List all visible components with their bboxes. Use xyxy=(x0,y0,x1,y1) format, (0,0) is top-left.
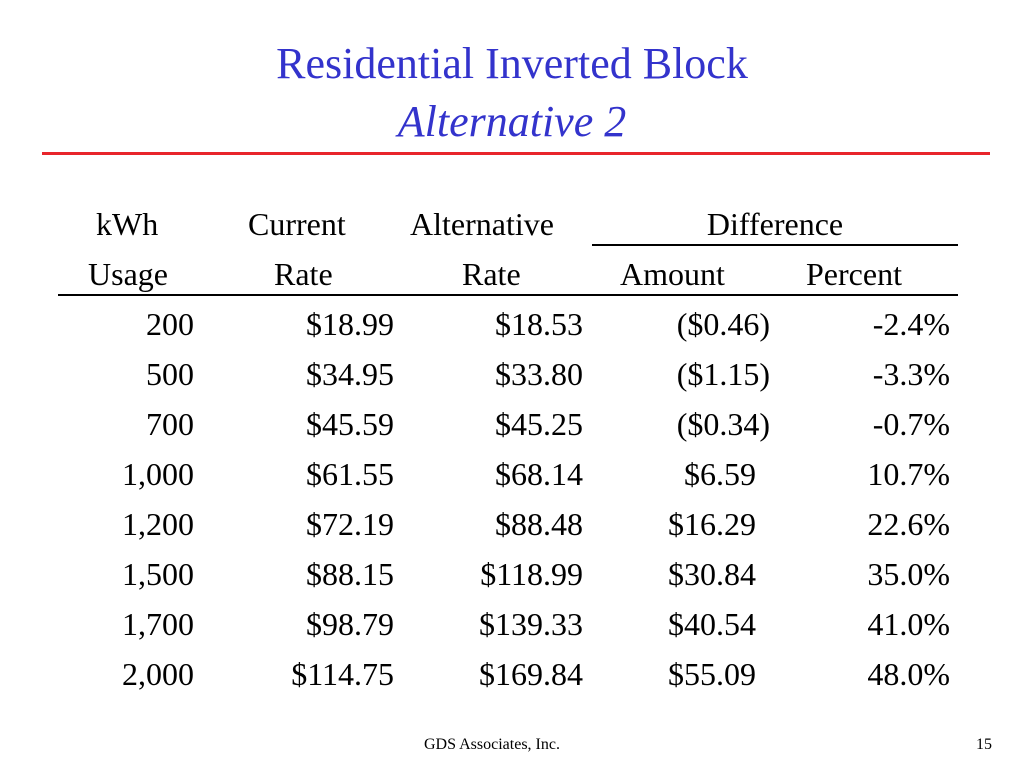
cell-kwh: 2,000 xyxy=(122,656,194,692)
cell-kwh: 200 xyxy=(146,306,194,342)
cell-amount: ($0.34) xyxy=(676,406,770,442)
cell-current-rate: $18.99 xyxy=(306,306,394,342)
cell-percent: 35.0% xyxy=(867,556,950,592)
header-percent: Percent xyxy=(806,256,902,292)
header-current-rate: Rate xyxy=(274,256,333,292)
cell-kwh: 1,700 xyxy=(122,606,194,642)
cell-current-rate: $98.79 xyxy=(306,606,394,642)
cell-amount: $30.84 xyxy=(668,556,756,592)
slide-subtitle: Alternative 2 xyxy=(397,97,627,146)
page-number: 15 xyxy=(976,736,992,753)
footer-company: GDS Associates, Inc. xyxy=(424,736,560,753)
header-alternative: Alternative xyxy=(410,206,554,242)
cell-current-rate: $88.15 xyxy=(306,556,394,592)
cell-alternative-rate: $68.14 xyxy=(495,456,583,492)
cell-kwh: 1,500 xyxy=(122,556,194,592)
cell-current-rate: $114.75 xyxy=(291,656,394,692)
cell-percent: 48.0% xyxy=(867,656,950,692)
cell-alternative-rate: $45.25 xyxy=(495,406,583,442)
cell-amount: $40.54 xyxy=(668,606,756,642)
header-amount: Amount xyxy=(620,256,725,292)
cell-alternative-rate: $139.33 xyxy=(479,606,583,642)
cell-current-rate: $61.55 xyxy=(306,456,394,492)
difference-underline xyxy=(592,244,958,246)
cell-amount: ($1.15) xyxy=(676,356,770,392)
cell-percent: 10.7% xyxy=(867,456,950,492)
cell-percent: -2.4% xyxy=(872,306,950,342)
cell-percent: -3.3% xyxy=(872,356,950,392)
header-usage: Usage xyxy=(88,256,168,292)
cell-alternative-rate: $88.48 xyxy=(495,506,583,542)
cell-alternative-rate: $18.53 xyxy=(495,306,583,342)
cell-amount: $16.29 xyxy=(668,506,756,542)
cell-percent: 22.6% xyxy=(867,506,950,542)
cell-kwh: 1,000 xyxy=(122,456,194,492)
cell-amount: $6.59 xyxy=(684,456,756,492)
header-current: Current xyxy=(248,206,346,242)
cell-alternative-rate: $118.99 xyxy=(480,556,583,592)
cell-current-rate: $72.19 xyxy=(306,506,394,542)
cell-percent: 41.0% xyxy=(867,606,950,642)
cell-amount: $55.09 xyxy=(668,656,756,692)
cell-kwh: 700 xyxy=(146,406,194,442)
cell-amount: ($0.46) xyxy=(676,306,770,342)
cell-current-rate: $34.95 xyxy=(306,356,394,392)
slide-title: Residential Inverted Block xyxy=(276,39,748,88)
header-kwh: kWh xyxy=(96,206,159,242)
title-divider xyxy=(42,152,990,155)
cell-alternative-rate: $33.80 xyxy=(495,356,583,392)
cell-current-rate: $45.59 xyxy=(306,406,394,442)
header-underline xyxy=(58,294,958,296)
header-difference: Difference xyxy=(706,206,844,242)
cell-kwh: 1,200 xyxy=(122,506,194,542)
cell-alternative-rate: $169.84 xyxy=(479,656,583,692)
cell-percent: -0.7% xyxy=(872,406,950,442)
cell-kwh: 500 xyxy=(146,356,194,392)
header-alternative-rate: Rate xyxy=(462,256,521,292)
